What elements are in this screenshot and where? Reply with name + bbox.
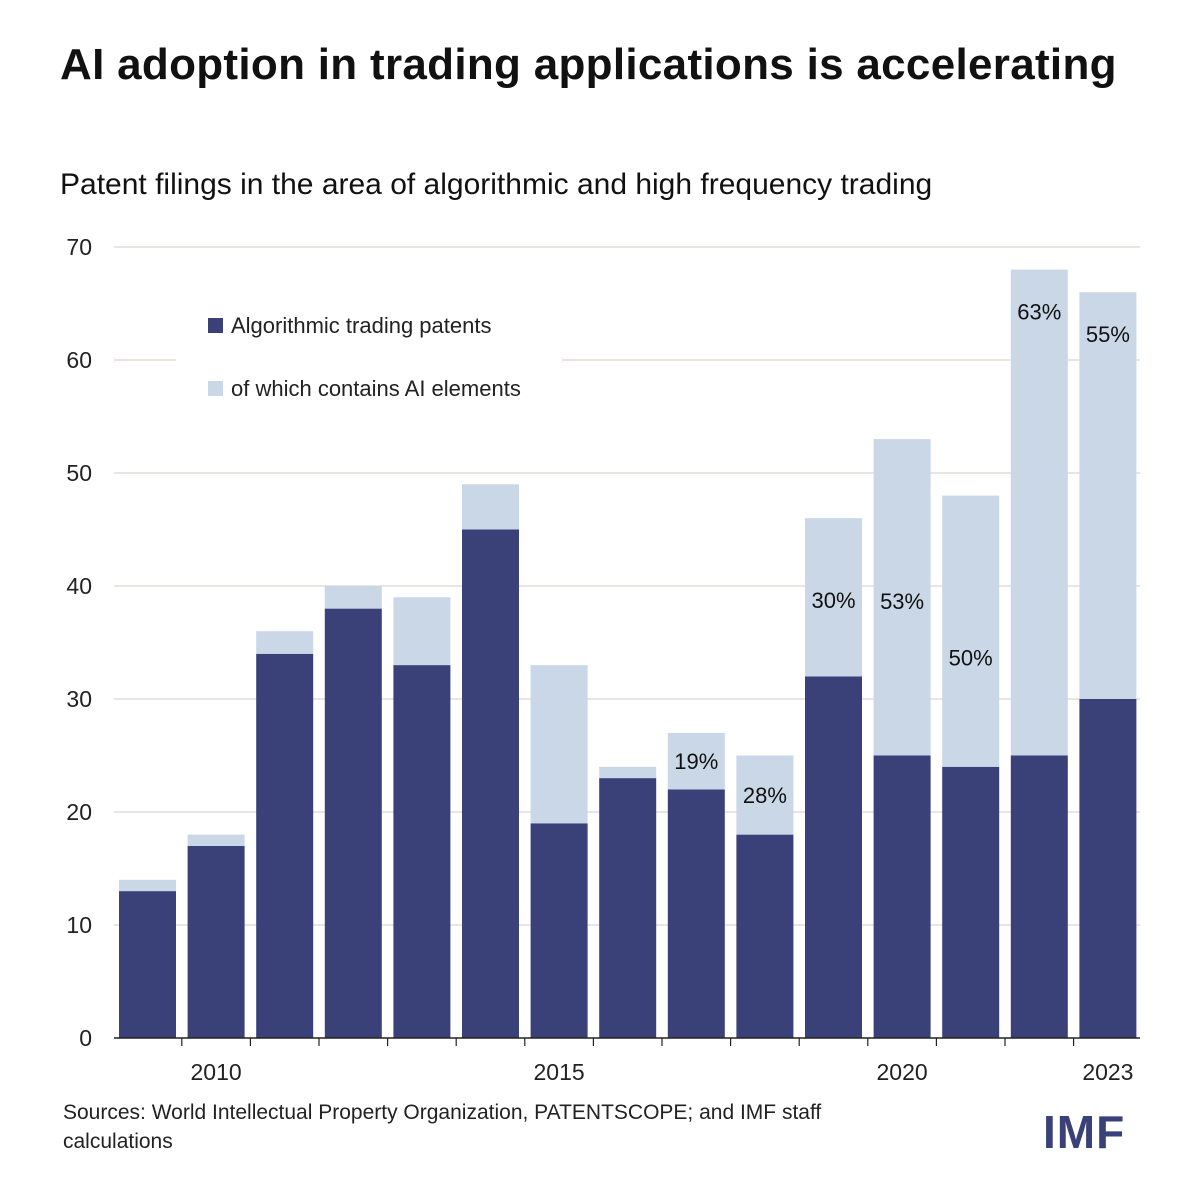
bar-algorithmic (1010, 755, 1068, 1038)
source-note: Sources: World Intellectual Property Org… (63, 1101, 822, 1153)
bar-ai-elements (119, 879, 176, 892)
data-label: 28% (743, 783, 787, 808)
bar-algorithmic (530, 823, 588, 1038)
x-tick-label: 2015 (534, 1059, 585, 1085)
bar-algorithmic (736, 834, 794, 1038)
bar-ai-elements (324, 586, 382, 609)
y-tick-label: 10 (66, 912, 92, 938)
y-tick-label: 60 (66, 347, 92, 373)
x-tick-label: 2010 (191, 1059, 242, 1085)
imf-logo: IMF (1043, 1106, 1126, 1158)
bar-algorithmic (462, 529, 519, 1038)
data-label: 53% (880, 589, 924, 614)
chart-subtitle: Patent filings in the area of algorithmi… (60, 168, 933, 201)
x-tick-label: 2020 (877, 1059, 928, 1085)
bar-algorithmic (873, 755, 931, 1038)
y-tick-label: 20 (66, 799, 92, 825)
bar-ai-elements (462, 484, 519, 530)
bar-ai-elements (805, 518, 862, 677)
bar-ai-elements (187, 834, 245, 846)
data-label: 30% (811, 588, 855, 613)
data-label: 63% (1017, 300, 1061, 325)
data-label: 50% (949, 646, 993, 671)
bar-algorithmic (667, 789, 725, 1038)
bar-ai-elements (736, 755, 794, 835)
bar-ai-elements (1010, 269, 1068, 756)
legend-swatch-algorithmic (208, 318, 223, 333)
bar-ai-elements (1079, 292, 1137, 699)
legend-label-algorithmic: Algorithmic trading patents (231, 313, 491, 338)
y-tick-label: 50 (66, 460, 92, 486)
y-tick-label: 0 (79, 1025, 92, 1051)
bar-ai-elements (873, 439, 931, 756)
bar-algorithmic (1079, 699, 1137, 1038)
bar-ai-elements (942, 495, 1000, 767)
bar-algorithmic (187, 845, 245, 1038)
data-label: 19% (674, 749, 718, 774)
legend-label-ai-elements: of which contains AI elements (231, 376, 521, 401)
bar-algorithmic (324, 608, 382, 1038)
y-tick-label: 30 (66, 686, 92, 712)
bar-algorithmic (256, 653, 314, 1038)
x-tick-label: 2023 (1082, 1059, 1133, 1085)
bar-ai-elements (599, 766, 657, 779)
bar-ai-elements (256, 631, 314, 654)
chart-title: AI adoption in trading applications is a… (60, 40, 1117, 89)
y-tick-label: 40 (66, 573, 92, 599)
bar-ai-elements (393, 597, 451, 666)
bar-algorithmic (119, 891, 176, 1038)
y-tick-label: 70 (66, 234, 92, 260)
bar-algorithmic (393, 665, 451, 1038)
data-label: 55% (1086, 322, 1130, 347)
bar-ai-elements (530, 665, 588, 824)
bar-algorithmic (805, 676, 862, 1038)
legend-swatch-ai-elements (208, 381, 223, 396)
bar-algorithmic (942, 766, 1000, 1038)
legend-background (176, 300, 562, 410)
bar-algorithmic (599, 778, 657, 1038)
bar-ai-elements (667, 732, 725, 790)
